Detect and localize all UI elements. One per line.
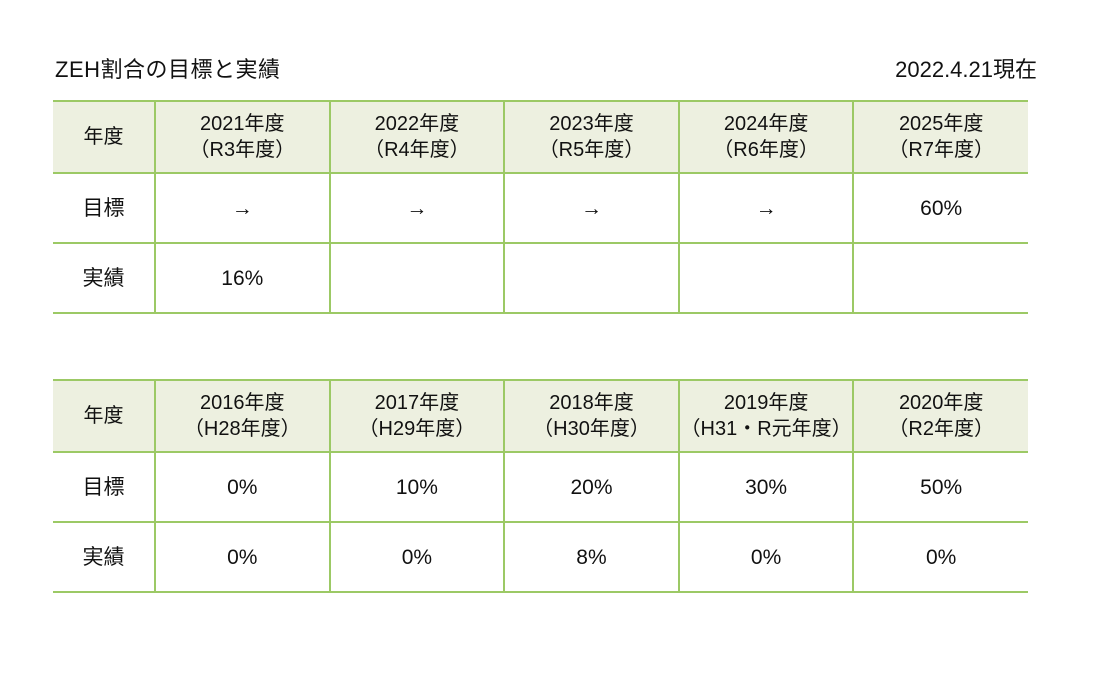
actual-row: 実績 16% — [53, 242, 1028, 314]
year-header-cell: 2021年度 （R3年度） — [154, 100, 331, 174]
value-cell: 8% — [503, 521, 680, 593]
actual-row: 実績 0% 0% 8% 0% 0% — [53, 521, 1028, 593]
year-header-cell: 2017年度 （H29年度） — [328, 379, 506, 453]
document-header: ZEH割合の目標と実績 2022.4.21現在 — [55, 52, 1037, 84]
table-header-row: 年度 2021年度 （R3年度） 2022年度 （R4年度） 2023年度 （R… — [53, 100, 1028, 174]
zeh-table-2021-2025: 年度 2021年度 （R3年度） 2022年度 （R4年度） 2023年度 （R… — [53, 100, 1028, 314]
year-header-cell: 2023年度 （R5年度） — [503, 100, 680, 174]
year-header-cell: 2025年度 （R7年度） — [852, 100, 1028, 174]
value-cell: 0% — [328, 521, 506, 593]
value-cell: 0% — [677, 521, 855, 593]
value-cell — [852, 242, 1028, 314]
target-row: 目標 0% 10% 20% 30% 50% — [53, 451, 1028, 523]
value-cell — [328, 242, 506, 314]
value-cell: 20% — [503, 451, 680, 523]
value-cell: → — [503, 172, 680, 244]
year-header-cell: 2020年度 （R2年度） — [852, 379, 1028, 453]
year-header-cell: 2016年度 （H28年度） — [154, 379, 331, 453]
value-cell: 30% — [677, 451, 855, 523]
year-header-cell: 2022年度 （R4年度） — [328, 100, 506, 174]
table-header-row: 年度 2016年度 （H28年度） 2017年度 （H29年度） 2018年度 … — [53, 379, 1028, 453]
year-header-cell: 2019年度 （H31・R元年度） — [677, 379, 855, 453]
corner-label-cell: 年度 — [53, 100, 156, 174]
value-cell: 50% — [852, 451, 1028, 523]
value-cell: → — [677, 172, 855, 244]
value-cell: 60% — [852, 172, 1028, 244]
target-row: 目標 → → → → 60% — [53, 172, 1028, 244]
zeh-table-2016-2020: 年度 2016年度 （H28年度） 2017年度 （H29年度） 2018年度 … — [53, 379, 1028, 593]
as-of-date: 2022.4.21現在 — [895, 57, 1037, 82]
corner-label-cell: 年度 — [53, 379, 156, 453]
value-cell — [677, 242, 855, 314]
row-label-cell: 実績 — [53, 521, 156, 593]
page-title: ZEH割合の目標と実績 — [55, 57, 281, 82]
year-header-cell: 2024年度 （R6年度） — [677, 100, 855, 174]
row-label-cell: 目標 — [53, 172, 156, 244]
value-cell: 0% — [852, 521, 1028, 593]
value-cell: → — [328, 172, 506, 244]
value-cell: 10% — [328, 451, 506, 523]
value-cell: 16% — [154, 242, 331, 314]
value-cell: 0% — [154, 451, 331, 523]
value-cell: → — [154, 172, 331, 244]
row-label-cell: 実績 — [53, 242, 156, 314]
row-label-cell: 目標 — [53, 451, 156, 523]
value-cell: 0% — [154, 521, 331, 593]
value-cell — [503, 242, 680, 314]
year-header-cell: 2018年度 （H30年度） — [503, 379, 680, 453]
